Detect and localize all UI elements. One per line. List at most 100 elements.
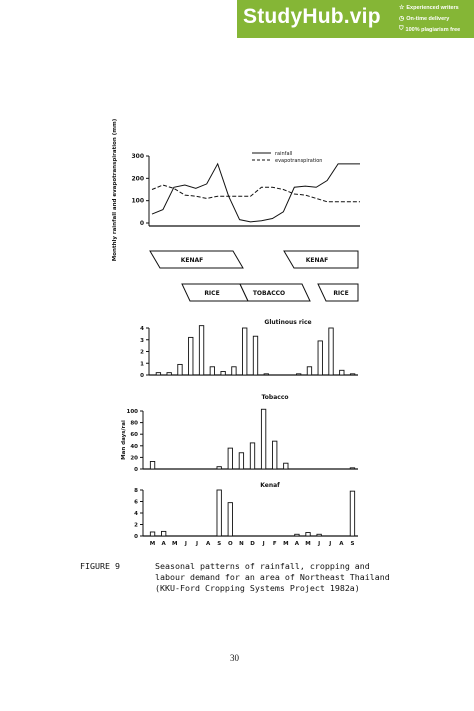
x-tick-label: A: [206, 541, 211, 547]
crop-label: RICE: [333, 290, 348, 297]
bar: [349, 373, 356, 376]
bar: [349, 467, 356, 470]
bar: [161, 530, 167, 537]
y-tick-label: 20: [130, 455, 138, 461]
bar: [294, 533, 300, 537]
caption-line: (KKU-Ford Cropping Systems Project 1982a…: [155, 583, 360, 593]
x-tick-label: M: [172, 541, 177, 547]
page-number: 30: [230, 653, 239, 663]
x-tick-label: M: [150, 541, 155, 547]
bar: [272, 440, 278, 470]
bar: [339, 369, 345, 376]
bar: [220, 371, 226, 376]
x-tick-label: O: [228, 541, 233, 547]
clock-icon: ◷: [399, 16, 405, 22]
x-tick-label: J: [317, 541, 320, 547]
bar: [260, 408, 267, 470]
y-tick-label: 40: [130, 444, 138, 450]
y-tick-label: 200: [131, 175, 144, 182]
chart-title: Glutinous rice: [264, 319, 311, 326]
y-tick-label: 3: [140, 338, 144, 344]
series-evapotranspiration: [151, 184, 360, 203]
bar: [242, 327, 248, 376]
y-tick-label: 0: [140, 220, 144, 227]
bar: [177, 363, 183, 376]
bar: [252, 335, 259, 376]
y-tick-label: 1: [140, 361, 144, 367]
feature-item: ☆ Experienced writers: [399, 4, 459, 12]
y-tick-label: 6: [134, 500, 138, 506]
caption-label: FIGURE 9: [80, 561, 120, 571]
x-tick-label: S: [217, 541, 221, 547]
bar: [283, 462, 289, 470]
bar: [231, 366, 237, 376]
crop-label: KENAF: [306, 257, 329, 264]
feature-item: ⛉ 100% plagiarism free: [399, 26, 461, 33]
bar: [166, 372, 172, 376]
y-tick-label: 300: [131, 153, 144, 160]
crop-label: RICE: [204, 290, 219, 297]
bar: [317, 340, 323, 376]
chart-title: Tobacco: [262, 394, 289, 401]
x-tick-label: A: [339, 541, 344, 547]
y-tick-label: 4: [134, 511, 138, 517]
y-tick-label: 100: [127, 409, 139, 415]
x-tick-label: N: [239, 541, 244, 547]
x-tick-label: M: [305, 541, 310, 547]
x-tick-label: S: [350, 541, 354, 547]
bar: [198, 325, 205, 376]
feature-item: ◷ On-time delivery: [399, 15, 450, 23]
x-tick-label: D: [250, 541, 255, 547]
y-tick-label: 100: [131, 198, 144, 205]
x-tick-label: J: [195, 541, 198, 547]
bar: [149, 461, 156, 470]
y-tick-label: 2: [140, 350, 144, 356]
crop-label: TOBACCO: [253, 290, 285, 297]
x-tick-label: F: [273, 541, 277, 547]
legend-label: evapotranspiration: [275, 158, 322, 164]
y-tick-label: 0: [140, 373, 144, 379]
crop-period: [239, 283, 311, 302]
x-tick-label: A: [295, 541, 300, 547]
bar: [209, 366, 215, 376]
bar: [216, 489, 222, 537]
x-tick-label: J: [184, 541, 187, 547]
y-tick-label: 80: [130, 421, 138, 427]
x-tick-label: J: [262, 541, 265, 547]
promo-banner[interactable]: StudyHub.vip ☆ Experienced writers ◷ On-ti…: [237, 0, 474, 38]
crop-period: [317, 283, 359, 302]
bar: [216, 466, 222, 470]
x-tick-label: J: [328, 541, 331, 547]
bar: [227, 447, 233, 470]
y-tick-label: 0: [134, 467, 138, 473]
y-axis-title: Man days/rai: [121, 420, 127, 460]
bar: [263, 373, 269, 376]
caption-line: labour demand for an area of Northeast T…: [155, 572, 390, 582]
y-tick-label: 60: [130, 432, 138, 438]
y-tick-label: 8: [134, 488, 138, 494]
y-tick-label: 2: [134, 523, 138, 529]
caption-line: Seasonal patterns of rainfall, cropping …: [155, 561, 370, 571]
crop-period: [283, 250, 359, 269]
bar: [328, 327, 334, 376]
bar: [238, 452, 245, 470]
bar: [316, 533, 322, 537]
y-tick-label: 4: [140, 326, 144, 332]
star-icon: ☆: [399, 5, 405, 11]
x-tick-label: A: [162, 541, 167, 547]
brand-logo[interactable]: StudyHub.vip: [243, 5, 381, 28]
legend-label: rainfall: [275, 151, 292, 157]
crop-period: [149, 250, 244, 269]
crop-label: KENAF: [181, 257, 204, 264]
bar: [296, 373, 302, 376]
chart-title: Kenaf: [260, 482, 280, 489]
y-axis-title: Monthly rainfall and evapotranspiration …: [112, 118, 118, 261]
bar: [305, 532, 311, 537]
series-rainfall: [151, 162, 360, 223]
bar: [249, 442, 256, 470]
bar: [155, 372, 162, 376]
feature-list: ☆ Experienced writers ◷ On-time delivery ⛉…: [399, 2, 474, 35]
caption-text: Seasonal patterns of rainfall, cropping …: [155, 561, 405, 594]
y-tick-label: 0: [134, 534, 138, 540]
